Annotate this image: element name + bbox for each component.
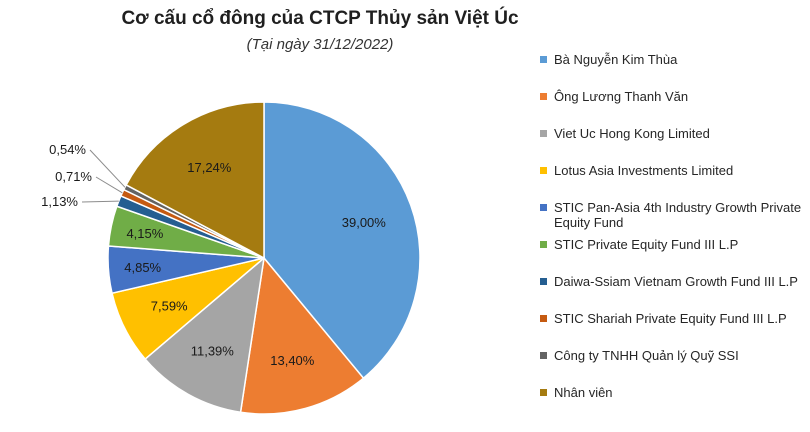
legend-swatch bbox=[540, 204, 547, 211]
legend-label: STIC Private Equity Fund III L.P bbox=[554, 237, 739, 252]
legend-item: Viet Uc Hong Kong Limited bbox=[540, 126, 802, 163]
legend-label: STIC Pan-Asia 4th Industry Growth Privat… bbox=[554, 200, 802, 230]
legend-label: Lotus Asia Investments Limited bbox=[554, 163, 734, 178]
legend-label: Ông Lương Thanh Văn bbox=[554, 89, 689, 104]
slice-data-label: 0,71% bbox=[55, 169, 92, 184]
slice-data-label: 17,24% bbox=[187, 160, 232, 175]
slice-data-label: 13,40% bbox=[270, 353, 315, 368]
legend-item: Daiwa-Ssiam Vietnam Growth Fund III L.P bbox=[540, 274, 802, 311]
legend-swatch bbox=[540, 130, 547, 137]
legend-swatch bbox=[540, 56, 547, 63]
legend-swatch bbox=[540, 315, 547, 322]
legend-swatch bbox=[540, 241, 547, 248]
legend-label: Viet Uc Hong Kong Limited bbox=[554, 126, 710, 141]
legend-item: STIC Shariah Private Equity Fund III L.P bbox=[540, 311, 802, 348]
legend-label: STIC Shariah Private Equity Fund III L.P bbox=[554, 311, 787, 326]
legend-item: Ông Lương Thanh Văn bbox=[540, 89, 802, 126]
legend-swatch bbox=[540, 278, 547, 285]
slice-data-label: 0,54% bbox=[49, 142, 86, 157]
legend-item: Nhân viên bbox=[540, 385, 802, 422]
label-leader-line bbox=[81, 200, 119, 203]
pie-chart: 39,00% 13,40% 11,39% 7,59% 4,85% 4,15% 1,13% 0,… bbox=[41, 101, 421, 415]
label-leader-line bbox=[89, 149, 126, 188]
pie-slice bbox=[239, 256, 365, 415]
pie-slice bbox=[125, 101, 265, 260]
legend-swatch bbox=[540, 167, 547, 174]
legend-swatch bbox=[540, 93, 547, 100]
slice-data-label: 4,15% bbox=[126, 226, 163, 241]
slice-data-label: 7,59% bbox=[151, 299, 188, 314]
slice-data-label: 1,13% bbox=[41, 194, 78, 209]
slice-data-label: 39,00% bbox=[342, 215, 387, 230]
legend-label: Công ty TNHH Quản lý Quỹ SSI bbox=[554, 348, 739, 363]
legend-item: STIC Private Equity Fund III L.P bbox=[540, 237, 802, 274]
slice-data-label: 11,39% bbox=[191, 344, 235, 359]
legend-item: Bà Nguyễn Kim Thùa bbox=[540, 52, 802, 89]
slice-data-label: 4,85% bbox=[124, 260, 161, 275]
pie-slice bbox=[263, 101, 421, 380]
label-leader-line bbox=[95, 176, 123, 194]
pie-slice bbox=[144, 256, 266, 414]
legend-label: Daiwa-Ssiam Vietnam Growth Fund III L.P bbox=[554, 274, 798, 289]
legend-label: Nhân viên bbox=[554, 385, 613, 400]
legend-item: Lotus Asia Investments Limited bbox=[540, 163, 802, 200]
legend-item: Công ty TNHH Quản lý Quỹ SSI bbox=[540, 348, 802, 385]
legend-swatch bbox=[540, 389, 547, 396]
legend-label: Bà Nguyễn Kim Thùa bbox=[554, 52, 678, 67]
chart-title: Cơ cấu cổ đông của CTCP Thủy sản Việt Úc bbox=[121, 8, 519, 29]
legend-item: STIC Pan-Asia 4th Industry Growth Privat… bbox=[540, 200, 802, 237]
legend: Bà Nguyễn Kim Thùa Ông Lương Thanh Văn Vie… bbox=[540, 52, 802, 422]
chart-subtitle: (Tại ngày 31/12/2022) bbox=[246, 36, 394, 53]
legend-swatch bbox=[540, 352, 547, 359]
